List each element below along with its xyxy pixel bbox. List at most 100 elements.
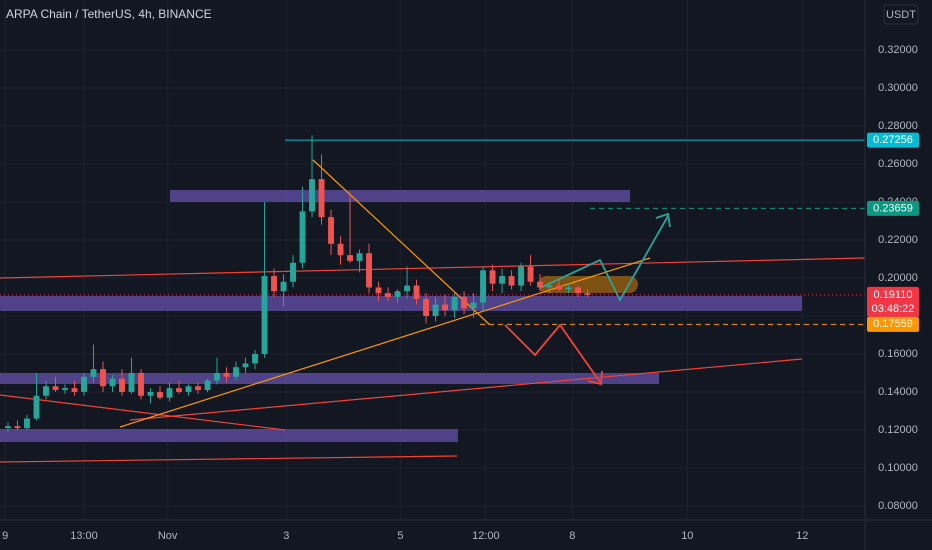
candle-body [147,391,154,396]
candle-body [261,276,268,354]
trend-line [129,358,803,421]
candle-body [432,304,439,316]
zone [170,190,630,202]
candle-body [90,369,97,377]
candle-body [556,285,563,290]
candle-body [470,302,477,309]
x-tick-label: 13:00 [70,530,98,542]
candle-body [518,266,524,286]
currency-label[interactable]: USDT [886,9,916,21]
y-tick-label: 0.10000 [878,462,918,474]
candle-body [109,378,116,387]
candle-body [537,281,544,288]
candle-body [204,380,211,391]
y-tick-label: 0.26000 [878,158,918,170]
candle-body [195,386,201,391]
candle-body [442,304,448,311]
candle-body [375,287,382,294]
candle-body [328,217,334,244]
x-tick-label: 12 [796,530,808,542]
candle-body [546,285,553,288]
trend-line [312,159,491,326]
candle-body [185,386,192,392]
candle-body [356,253,363,261]
y-tick-label: 0.28000 [878,120,918,132]
y-tick-label: 0.16000 [878,348,918,360]
y-tick-label: 0.14000 [878,386,918,398]
projection-up [539,215,669,302]
candle-body [14,426,21,429]
candle-body [584,293,591,295]
candle-body [100,369,106,387]
candle-body [252,353,258,364]
chart-title: ARPA Chain / TetherUS, 4h, BINANCE [6,7,212,21]
x-tick-label: 9 [2,530,8,542]
candle-body [299,211,306,263]
price-tag [867,286,919,317]
candle-body [24,418,30,429]
candle-body [309,179,315,212]
candle-body [128,372,135,392]
price-tag-label: 0.17559 [873,318,913,330]
arrow-head [587,370,603,386]
price-tag-label: 0.23659 [873,202,913,214]
y-tick-label: 0.20000 [878,272,918,284]
y-tick-label: 0.12000 [878,424,918,436]
y-tick-label: 0.22000 [878,234,918,246]
x-tick-label: 10 [681,530,693,542]
candle-body [527,266,534,282]
candle-body [43,386,49,396]
candle-body [347,255,353,261]
zone [0,429,458,442]
candle-body [575,287,582,294]
candle-body [394,291,401,297]
drawings [0,159,866,463]
y-tick-label: 0.08000 [878,500,918,512]
candle-body [33,395,40,419]
candle-body [176,388,182,392]
candle-body [52,386,59,391]
candle-body [280,281,287,292]
x-tick-label: 12:00 [472,530,500,542]
candle-body [71,388,78,392]
price-tag [867,316,919,332]
candle-body [214,372,220,381]
price-tag-label: 0.27256 [873,134,913,146]
candles [5,135,591,432]
candle-body [290,262,296,282]
projection-down [504,323,601,383]
candle-body [337,243,344,256]
price-tag [867,200,919,216]
y-tick-label: 0.30000 [878,82,918,94]
candle-body [5,426,11,429]
candle-body [157,391,163,398]
candle-body [366,253,372,288]
candle-body [81,376,87,392]
candle-body [385,293,391,297]
trend-line [0,455,458,463]
candle-body [138,372,144,396]
candle-body [242,363,249,368]
candle-body [271,276,277,292]
candle-body [223,372,230,377]
x-tick-label: 8 [569,530,575,542]
currency-button[interactable] [883,4,919,25]
candle-body [166,388,173,398]
trend-line [0,257,866,279]
zone [0,296,802,311]
axes: 0.080000.100000.120000.140000.160000.180… [2,44,919,542]
candle-body [119,378,125,392]
x-tick-label: 3 [283,530,289,542]
x-tick-label: Nov [158,530,178,542]
candle-body [499,276,505,284]
arrow-head [655,212,671,228]
countdown: 03:48:22 [872,303,915,315]
candle-body [565,287,572,290]
candle-body [489,270,496,284]
x-tick-label: 5 [397,530,403,542]
candle-body [423,298,429,316]
y-tick-label: 0.32000 [878,44,918,56]
highlight [538,276,638,293]
candle-body [480,270,486,303]
